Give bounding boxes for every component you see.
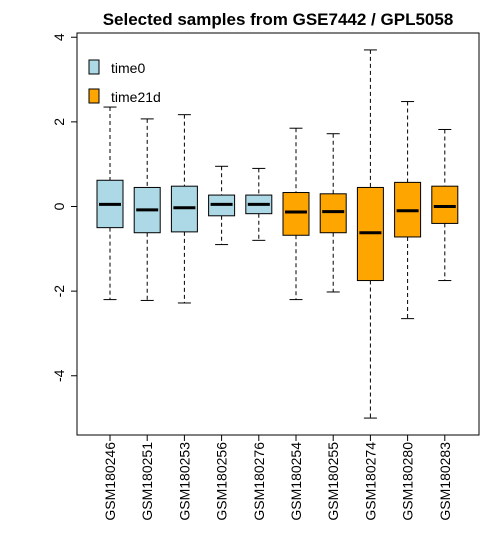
legend: time0 time21d — [88, 59, 161, 105]
plot-border — [76, 32, 480, 436]
y-axis: -4 -2 0 2 4 — [51, 33, 77, 382]
box-GSM180251 — [133, 118, 161, 301]
box-iqr — [282, 192, 310, 236]
box-iqr — [431, 185, 459, 224]
box-GSM180276 — [245, 167, 273, 241]
y-tick-label: 2 — [51, 118, 67, 126]
x-tick-label: GSM180246 — [102, 442, 118, 521]
x-tick-label: GSM180255 — [325, 442, 341, 521]
legend-label: time21d — [111, 89, 161, 105]
y-tick-label: 0 — [51, 202, 67, 210]
y-tick-label: -4 — [51, 369, 67, 382]
x-tick-label: GSM180274 — [362, 442, 378, 521]
plot-frame — [76, 32, 480, 436]
box-GSM180246 — [96, 106, 124, 301]
box-iqr — [319, 193, 347, 234]
x-tick-label: GSM180276 — [251, 442, 267, 521]
box-GSM180256 — [208, 165, 236, 246]
y-tick-label: 4 — [51, 33, 67, 41]
boxes — [96, 49, 459, 419]
box-GSM180253 — [170, 114, 198, 304]
legend-item: time0 — [88, 59, 145, 76]
x-tick-label: GSM180253 — [176, 442, 192, 521]
box-GSM180280 — [394, 101, 422, 320]
legend-item: time21d — [88, 88, 161, 105]
y-tick-label: -2 — [51, 285, 67, 298]
box-GSM180254 — [282, 127, 310, 301]
x-tick-label: GSM180256 — [214, 442, 230, 521]
chart-title: Selected samples from GSE7442 / GPL5058 — [103, 10, 454, 29]
x-tick-label: GSM180280 — [400, 442, 416, 521]
x-tick-label: GSM180283 — [437, 442, 453, 521]
box-GSM180255 — [319, 133, 347, 293]
legend-label: time0 — [111, 60, 145, 76]
box-GSM180274 — [356, 49, 384, 419]
x-axis: GSM180246 GSM180251 GSM180253 GSM180256 GSM1… — [102, 435, 453, 521]
x-tick-label: GSM180251 — [139, 442, 155, 521]
box-GSM180283 — [431, 128, 459, 282]
legend-swatch — [88, 88, 100, 104]
x-tick-label: GSM180254 — [288, 442, 304, 521]
legend-swatch — [88, 59, 100, 75]
